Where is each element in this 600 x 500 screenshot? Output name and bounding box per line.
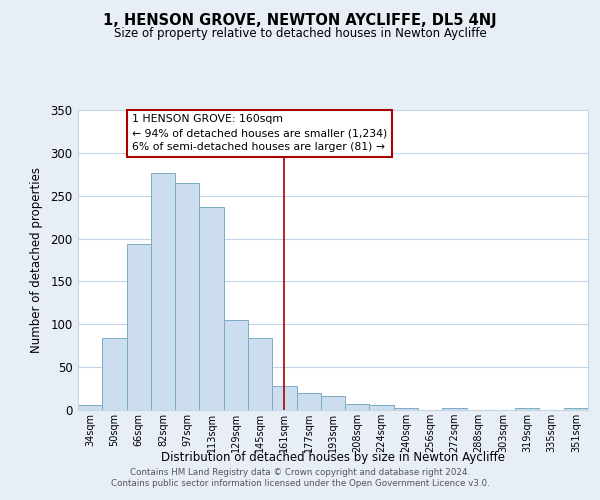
Bar — [127, 244, 151, 410]
Bar — [296, 393, 321, 410]
Bar — [199, 207, 224, 410]
Y-axis label: Number of detached properties: Number of detached properties — [30, 167, 43, 353]
Bar — [248, 338, 272, 410]
Bar — [515, 408, 539, 410]
Text: Distribution of detached houses by size in Newton Aycliffe: Distribution of detached houses by size … — [161, 451, 505, 464]
Text: Contains public sector information licensed under the Open Government Licence v3: Contains public sector information licen… — [110, 480, 490, 488]
Text: 1 HENSON GROVE: 160sqm
← 94% of detached houses are smaller (1,234)
6% of semi-d: 1 HENSON GROVE: 160sqm ← 94% of detached… — [131, 114, 387, 152]
Text: Contains HM Land Registry data © Crown copyright and database right 2024.: Contains HM Land Registry data © Crown c… — [130, 468, 470, 477]
Bar — [224, 320, 248, 410]
Bar — [370, 405, 394, 410]
Bar — [442, 408, 467, 410]
Bar — [272, 386, 296, 410]
Bar — [151, 174, 175, 410]
Bar — [78, 405, 102, 410]
Bar — [175, 183, 199, 410]
Bar — [394, 408, 418, 410]
Bar — [102, 338, 127, 410]
Bar — [564, 408, 588, 410]
Bar — [345, 404, 370, 410]
Text: 1, HENSON GROVE, NEWTON AYCLIFFE, DL5 4NJ: 1, HENSON GROVE, NEWTON AYCLIFFE, DL5 4N… — [103, 12, 497, 28]
Bar — [321, 396, 345, 410]
Text: Size of property relative to detached houses in Newton Aycliffe: Size of property relative to detached ho… — [113, 28, 487, 40]
